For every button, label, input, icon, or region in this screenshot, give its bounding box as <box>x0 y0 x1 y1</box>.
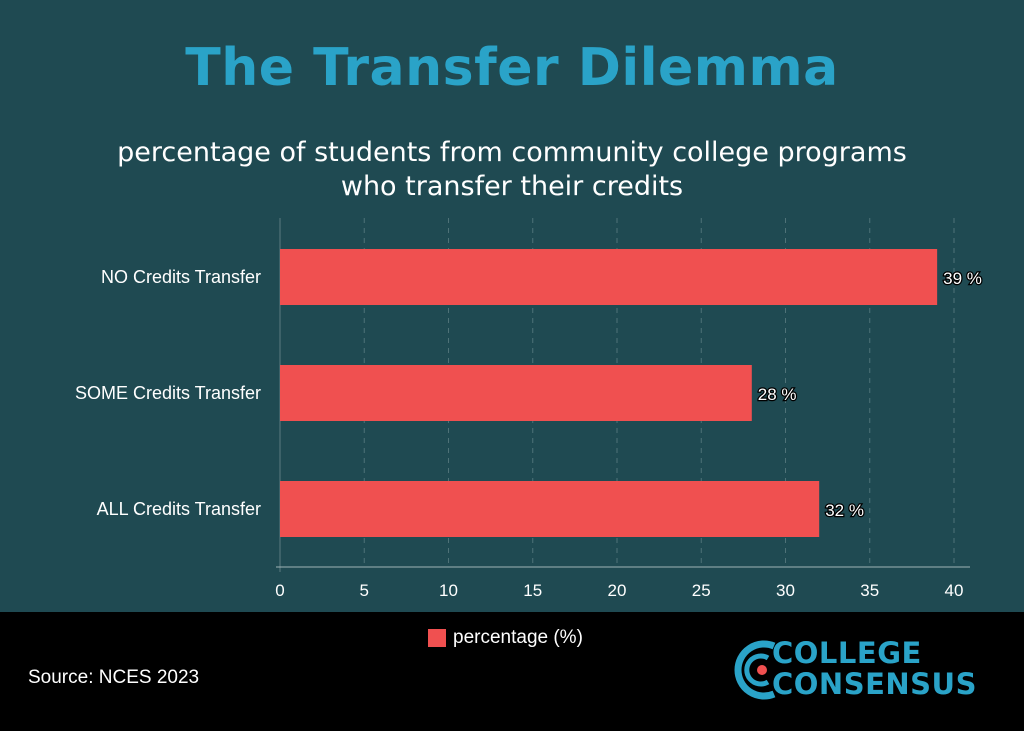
x-tick-labels: 0 5 10 15 20 25 30 35 40 <box>275 581 963 600</box>
data-label: 32 % <box>825 501 864 520</box>
x-tick-label: 10 <box>439 581 458 600</box>
x-tick-label: 25 <box>692 581 711 600</box>
category-label: NO Credits Transfer <box>101 267 261 287</box>
footer-panel <box>0 612 1024 731</box>
logo-wordmark: COLLEGE CONSENSUS <box>772 638 977 700</box>
bar <box>280 365 752 421</box>
category-label: ALL Credits Transfer <box>97 499 261 519</box>
x-tick-label: 0 <box>275 581 284 600</box>
x-tick-label: 35 <box>860 581 879 600</box>
x-tick-label: 30 <box>776 581 795 600</box>
college-consensus-logo: COLLEGE CONSENSUS <box>728 636 998 704</box>
legend-swatch <box>428 629 446 647</box>
category-label: SOME Credits Transfer <box>75 383 261 403</box>
chart-title: The Transfer Dilemma <box>185 38 839 98</box>
subtitle-line-2: who transfer their credits <box>340 171 684 202</box>
bar <box>280 249 938 305</box>
logo-line-1: COLLEGE <box>772 636 922 670</box>
x-tick-label: 15 <box>523 581 542 600</box>
x-tick-label: 40 <box>945 581 964 600</box>
logo-line-2: CONSENSUS <box>772 667 977 701</box>
legend: percentage (%) <box>428 627 583 649</box>
bar-chart: NO Credits Transfer SOME Credits Transfer… <box>75 218 984 600</box>
data-labels: 39 % 28 % 32 % <box>757 268 984 522</box>
legend-label: percentage (%) <box>453 627 583 648</box>
logo-c-icon <box>734 640 776 700</box>
subtitle-line-1: percentage of students from community co… <box>117 137 907 168</box>
data-label: 28 % <box>758 385 797 404</box>
x-tick-label: 20 <box>608 581 627 600</box>
source-note: Source: NCES 2023 <box>28 667 200 688</box>
category-labels: NO Credits Transfer SOME Credits Transfer… <box>75 267 261 519</box>
bar <box>280 481 820 537</box>
data-label: 39 % <box>943 269 982 288</box>
x-tick-label: 5 <box>360 581 369 600</box>
bars <box>280 249 938 537</box>
chart-subtitle: percentage of students from community co… <box>40 136 984 204</box>
